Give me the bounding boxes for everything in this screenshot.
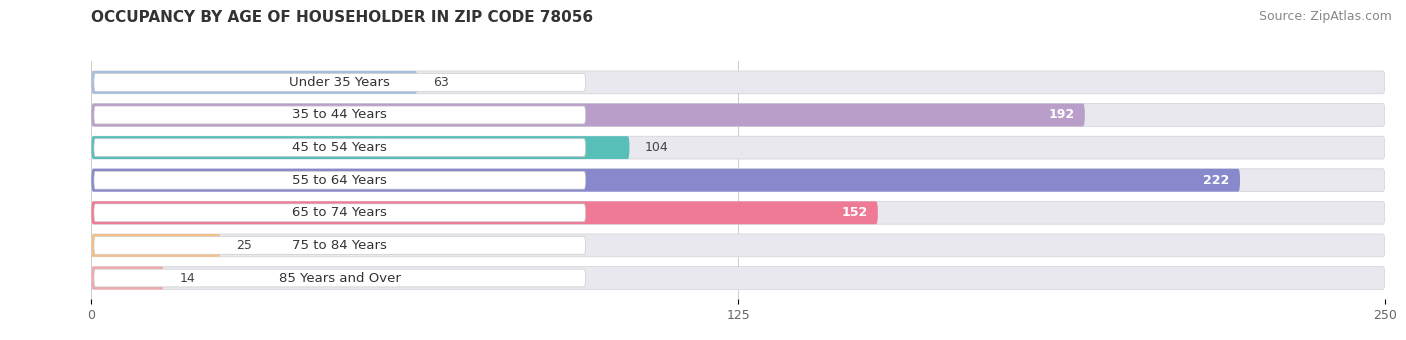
Text: Under 35 Years: Under 35 Years [290,76,391,89]
FancyBboxPatch shape [94,171,585,189]
FancyBboxPatch shape [94,204,585,222]
FancyBboxPatch shape [94,237,585,254]
FancyBboxPatch shape [91,104,1385,126]
FancyBboxPatch shape [91,104,1085,126]
Text: OCCUPANCY BY AGE OF HOUSEHOLDER IN ZIP CODE 78056: OCCUPANCY BY AGE OF HOUSEHOLDER IN ZIP C… [91,10,593,25]
FancyBboxPatch shape [94,139,585,156]
FancyBboxPatch shape [94,73,585,91]
Text: 152: 152 [841,206,868,219]
Text: 192: 192 [1049,108,1074,121]
FancyBboxPatch shape [91,169,1385,192]
FancyBboxPatch shape [91,267,165,289]
FancyBboxPatch shape [91,169,1240,192]
Text: 25: 25 [236,239,252,252]
Text: 35 to 44 Years: 35 to 44 Years [292,108,387,121]
Text: 85 Years and Over: 85 Years and Over [278,272,401,285]
FancyBboxPatch shape [94,106,585,124]
FancyBboxPatch shape [91,234,221,257]
FancyBboxPatch shape [94,269,585,287]
Text: Source: ZipAtlas.com: Source: ZipAtlas.com [1258,10,1392,23]
FancyBboxPatch shape [91,201,877,224]
Text: 55 to 64 Years: 55 to 64 Years [292,174,387,187]
Text: 63: 63 [433,76,449,89]
FancyBboxPatch shape [91,136,1385,159]
FancyBboxPatch shape [91,201,1385,224]
Text: 75 to 84 Years: 75 to 84 Years [292,239,387,252]
Text: 104: 104 [645,141,669,154]
FancyBboxPatch shape [91,71,1385,94]
Text: 14: 14 [180,272,195,285]
FancyBboxPatch shape [91,71,418,94]
Text: 222: 222 [1204,174,1230,187]
FancyBboxPatch shape [91,234,1385,257]
FancyBboxPatch shape [91,267,1385,289]
Text: 45 to 54 Years: 45 to 54 Years [292,141,387,154]
FancyBboxPatch shape [91,136,630,159]
Text: 65 to 74 Years: 65 to 74 Years [292,206,387,219]
